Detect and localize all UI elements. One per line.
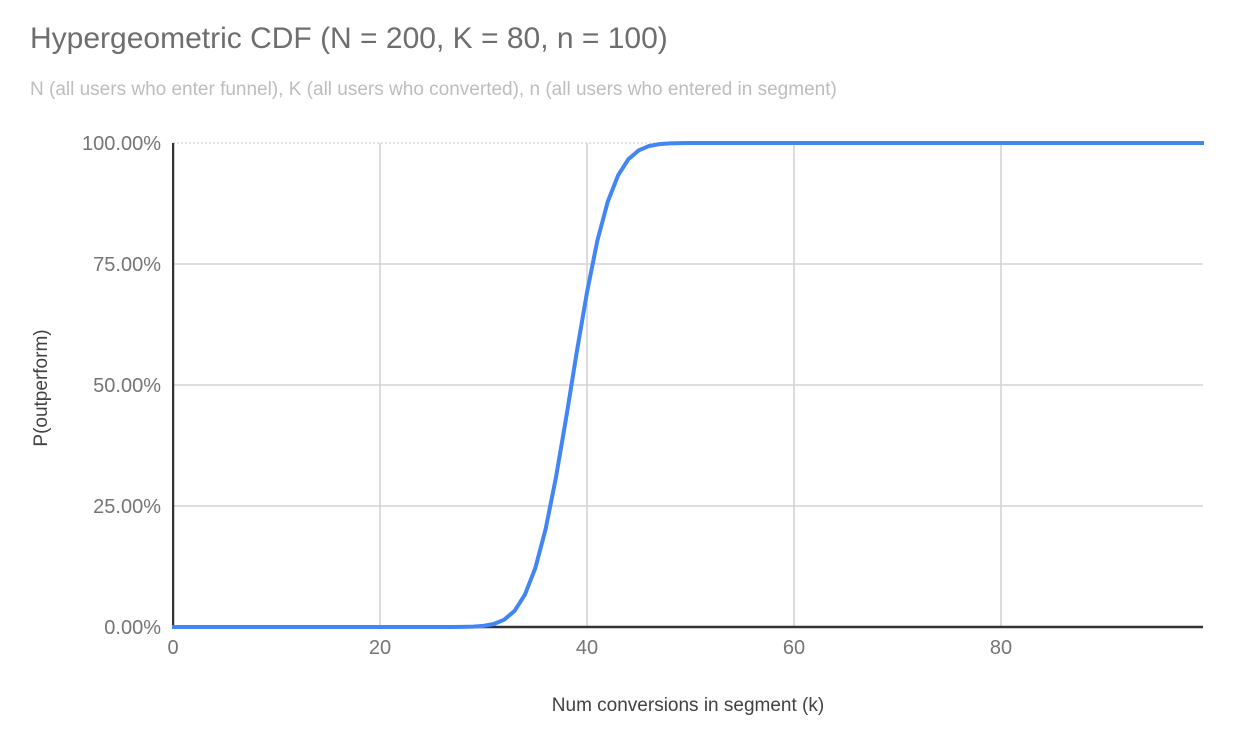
x-tick-label: 20 bbox=[368, 637, 392, 659]
x-tick-label: 0 bbox=[167, 637, 179, 659]
x-axis-title: Num conversions in segment (k) bbox=[551, 695, 825, 716]
x-tick-label: 40 bbox=[575, 637, 599, 659]
chart-title: Hypergeometric CDF (N = 200, K = 80, n =… bbox=[30, 22, 668, 55]
plot-area bbox=[172, 141, 1204, 629]
y-tick-label: 75.00% bbox=[93, 254, 161, 276]
y-tick-label: 100.00% bbox=[82, 133, 161, 155]
y-tick-label: 25.00% bbox=[93, 496, 161, 518]
chart-subtitle: N (all users who enter funnel), K (all u… bbox=[30, 79, 837, 100]
y-tick-label: 0.00% bbox=[104, 617, 161, 639]
x-tick-label: 80 bbox=[989, 637, 1013, 659]
cdf-line bbox=[172, 141, 1204, 629]
x-tick-label: 60 bbox=[782, 637, 806, 659]
y-tick-label: 50.00% bbox=[93, 375, 161, 397]
